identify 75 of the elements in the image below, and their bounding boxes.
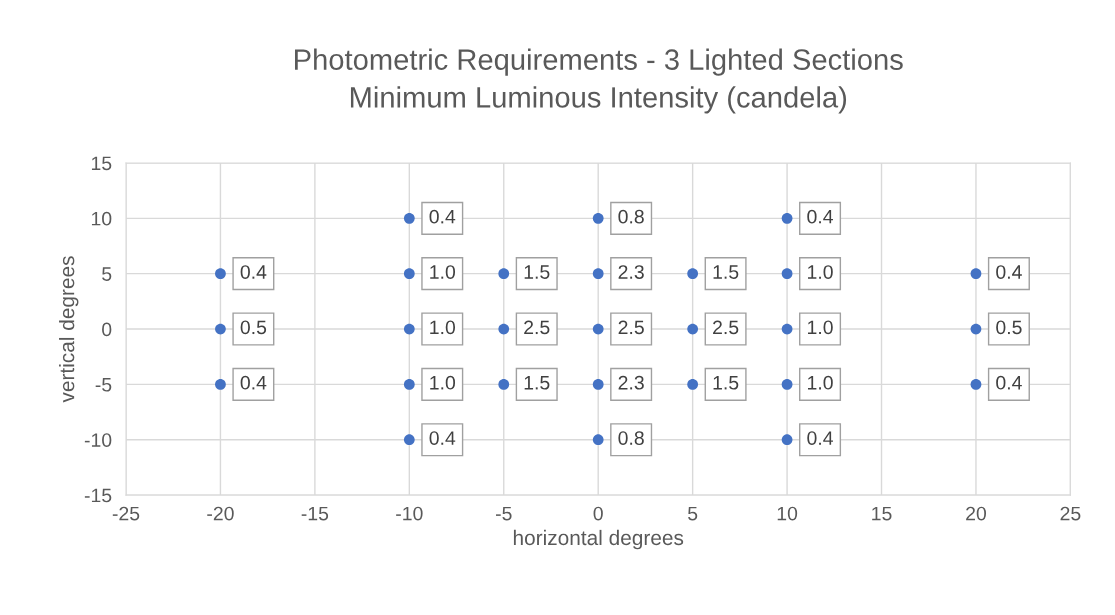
annotation: 0.4 [240,265,267,279]
annotation: 1.0 [808,320,833,335]
annotation: 0.4 [240,375,267,390]
point [781,379,793,390]
x-tick-label: 0 [593,506,603,521]
point [498,379,510,390]
x-tick-label: -15 [301,506,329,521]
point [498,323,510,335]
point [403,268,415,280]
chart-title: Photometric Requirements - 3 Lighted Sections Minimum Luminous Intensity (candela) [295,48,903,114]
point [970,379,982,390]
y-tick-label: -10 [84,433,112,447]
y-axis-title: vertical degrees [59,256,79,403]
point [592,434,604,446]
annotation: 1.0 [808,375,833,390]
point [970,323,982,335]
x-axis-title: horizontal degrees [513,529,684,550]
point [592,379,604,390]
annotation: 1.5 [713,376,739,390]
point [215,323,226,335]
x-tick-label: 20 [966,506,987,521]
annotation: 0.5 [240,320,267,335]
y-tick-label: -15 [84,488,112,503]
x-tick-label: 10 [777,506,798,521]
annotation: 0.4 [429,431,456,445]
annotation: 2.3 [618,375,644,390]
x-tick-label: -5 [495,506,512,521]
y-tick-label: 10 [91,211,112,226]
point [498,268,510,280]
annotation: 0.4 [807,209,833,224]
point [687,268,699,280]
annotation: 1.0 [808,265,833,279]
x-tick-label: 5 [688,506,698,521]
point [781,212,793,224]
annotation: 2.5 [618,320,644,335]
point [403,434,415,446]
point [215,268,226,280]
annotation: 0.5 [996,320,1022,335]
point [592,323,604,335]
point [403,323,415,335]
annotation: 0.4 [807,431,833,445]
y-tick-label: 5 [102,267,112,281]
annotation: 1.5 [713,265,739,279]
annotation: 0.4 [429,209,456,224]
x-tick-label: 15 [872,506,892,521]
annotation: 0.4 [996,265,1022,279]
point [403,212,415,224]
annotation: 1.0 [430,320,456,335]
y-tick-label: 0 [102,322,112,337]
point [781,268,793,280]
y-tick-label: 15 [91,156,112,171]
annotation: 0.8 [618,431,644,445]
annotation: 1.5 [524,376,550,390]
annotation: 2.5 [524,320,550,335]
x-tick-label: -20 [207,506,234,521]
point [592,268,604,280]
x-tick-label: -10 [396,506,423,521]
annotation: 0.8 [618,209,644,224]
y-tick-label: -5 [95,378,112,392]
point [403,379,415,390]
x-tick-label: 25 [1060,506,1081,521]
point [687,379,699,390]
point [970,268,982,280]
x-tick-label: -25 [112,506,140,521]
point [215,379,226,390]
point [592,212,604,224]
annotation: 1.5 [524,265,550,279]
point [781,434,793,446]
annotation: 2.5 [713,320,739,335]
annotation: 1.0 [430,265,456,279]
annotation: 0.4 [996,375,1022,390]
annotation: 2.3 [618,265,644,279]
point [687,323,699,335]
point [781,323,793,335]
annotation: 1.0 [430,375,456,390]
